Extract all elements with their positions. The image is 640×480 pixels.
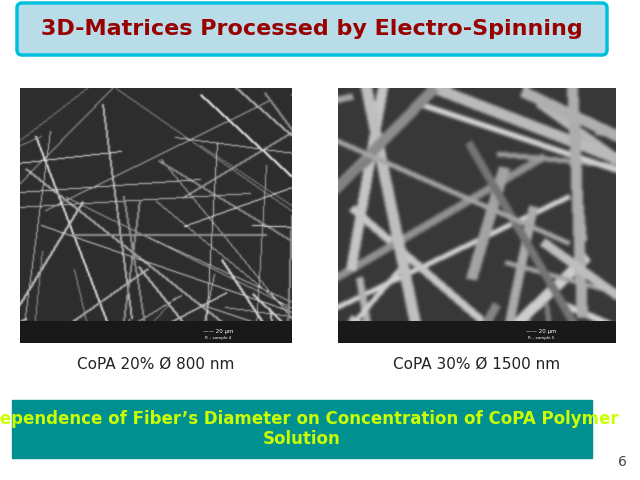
Text: CoPA 30% Ø 1500 nm: CoPA 30% Ø 1500 nm [394,357,561,372]
FancyBboxPatch shape [17,3,607,55]
Text: Dependence of Fiber’s Diameter on Concentration of CoPA Polymer
Solution: Dependence of Fiber’s Diameter on Concen… [0,409,618,448]
Text: R – sample 4: R – sample 4 [205,336,232,340]
Text: —— 20 μm: —— 20 μm [204,329,234,335]
Text: 6: 6 [618,455,627,469]
Text: —— 20 μm: —— 20 μm [525,329,556,335]
Text: R – sample 5: R – sample 5 [528,336,554,340]
Text: CoPA 20% Ø 800 nm: CoPA 20% Ø 800 nm [77,357,235,372]
Text: 3D-Matrices Processed by Electro-Spinning: 3D-Matrices Processed by Electro-Spinnin… [41,19,583,39]
Bar [12,400,592,458]
